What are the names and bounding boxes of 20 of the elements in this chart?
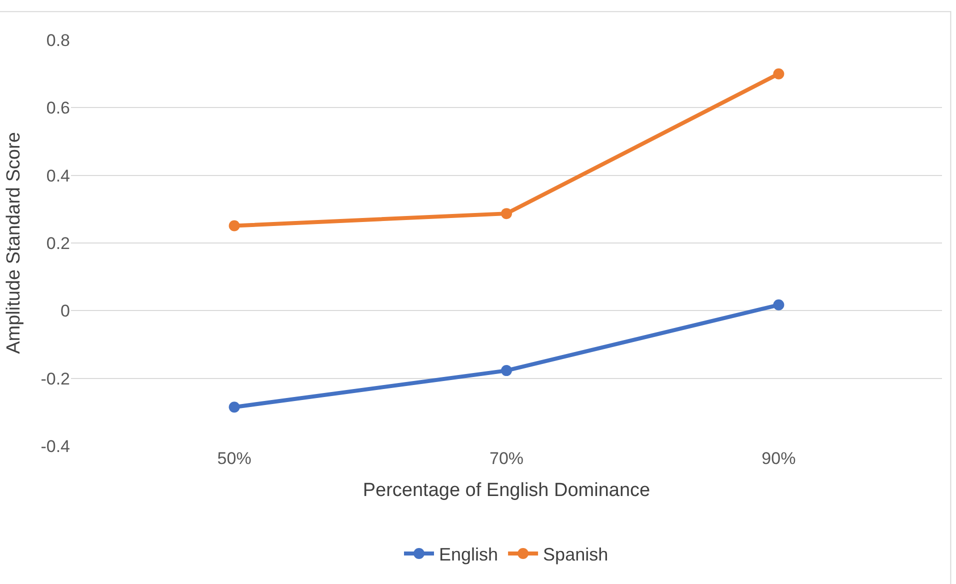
x-tick-label: 50% <box>217 449 252 468</box>
y-tick-label: 0.2 <box>46 234 70 253</box>
x-tick-label: 90% <box>762 449 796 468</box>
point <box>228 220 240 232</box>
point <box>773 68 784 80</box>
y-tick-label: 0.8 <box>46 30 70 50</box>
x-axis-title: Percentage of English Dominance <box>362 480 650 501</box>
y-axis-title: Amplitude Standard Score <box>4 132 25 354</box>
point <box>773 299 784 310</box>
x-tick-label: 70% <box>489 449 524 468</box>
y-tick-label: 0.6 <box>46 98 70 118</box>
point <box>501 365 512 376</box>
y-tick-label: 0 <box>60 302 70 321</box>
y-tick-label: 0.4 <box>46 166 70 186</box>
y-tick-label: -0.4 <box>40 436 70 456</box>
legend-label: Spanish <box>543 544 608 565</box>
legend-label: English <box>439 544 498 565</box>
point <box>228 402 240 413</box>
y-tick-label: -0.2 <box>40 369 70 388</box>
point <box>501 208 512 220</box>
